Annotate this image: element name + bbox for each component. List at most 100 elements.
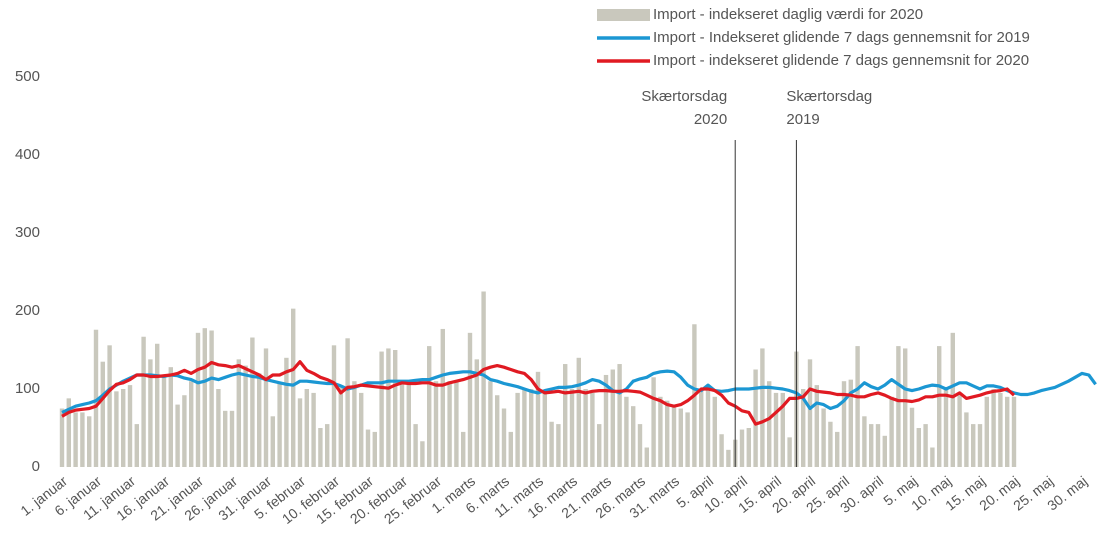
bar xyxy=(141,336,146,467)
annotation-text: 2020 xyxy=(694,111,727,128)
bar xyxy=(481,291,486,467)
bar xyxy=(957,392,962,467)
bar xyxy=(155,343,160,467)
bar xyxy=(801,389,806,467)
legend-swatch xyxy=(597,9,650,21)
bar xyxy=(998,392,1003,467)
bar xyxy=(549,421,554,467)
bar xyxy=(148,359,153,467)
bar xyxy=(651,377,656,467)
bar xyxy=(59,408,65,467)
legend-label: Import - indekseret glidende 7 dags genn… xyxy=(653,52,1029,69)
bar xyxy=(393,350,398,467)
bar xyxy=(631,406,636,467)
bar xyxy=(665,400,670,467)
bar xyxy=(80,412,85,467)
bar xyxy=(161,377,167,467)
bar xyxy=(753,369,758,467)
bar xyxy=(338,385,343,467)
bar xyxy=(100,361,105,467)
bar xyxy=(134,424,139,467)
bar xyxy=(454,381,459,467)
bar xyxy=(474,359,479,467)
bar xyxy=(257,373,262,467)
bar xyxy=(114,391,119,467)
bar xyxy=(297,398,303,467)
bar xyxy=(610,369,615,467)
bar xyxy=(168,367,173,467)
bar xyxy=(637,424,643,467)
bar xyxy=(372,431,377,467)
annotation-text: Skærtorsdag xyxy=(786,88,872,105)
bar xyxy=(263,348,269,467)
line xyxy=(61,369,1097,414)
bar xyxy=(869,424,874,467)
bar xyxy=(467,332,473,467)
bar xyxy=(875,424,881,467)
bar xyxy=(508,431,513,467)
bar xyxy=(848,379,853,467)
bar xyxy=(889,396,894,467)
y-tick-label: 400 xyxy=(15,146,40,163)
bar xyxy=(835,431,840,467)
bar xyxy=(773,392,779,467)
bar xyxy=(386,348,391,467)
bar xyxy=(705,385,711,467)
bar xyxy=(726,449,731,467)
bar xyxy=(515,392,520,467)
bar xyxy=(563,364,568,467)
bar xyxy=(311,392,316,467)
bar xyxy=(331,345,337,467)
bar xyxy=(420,441,425,467)
bar xyxy=(182,395,187,467)
bar xyxy=(488,381,493,467)
bar xyxy=(658,396,663,467)
legend-label: Import - indekseret daglig værdi for 202… xyxy=(653,6,923,23)
line xyxy=(61,360,1016,426)
bar xyxy=(780,392,785,467)
y-tick-label: 100 xyxy=(15,380,40,397)
bar xyxy=(413,424,418,467)
bar xyxy=(964,412,969,467)
bar xyxy=(447,381,452,467)
bar xyxy=(882,435,887,467)
bar xyxy=(916,428,921,467)
bar xyxy=(461,431,466,467)
bar xyxy=(787,437,792,467)
bar xyxy=(427,346,432,467)
bar xyxy=(318,428,323,467)
y-tick-label: 200 xyxy=(15,302,40,319)
bar xyxy=(977,424,983,467)
bar xyxy=(352,381,357,467)
bar xyxy=(644,447,649,467)
bar xyxy=(535,371,541,467)
bar xyxy=(236,359,241,467)
bar xyxy=(855,346,860,467)
bar xyxy=(121,389,126,467)
bar xyxy=(107,345,112,467)
bar xyxy=(223,410,228,467)
bar xyxy=(950,332,955,467)
bar xyxy=(943,389,949,467)
bar xyxy=(821,408,826,467)
bar xyxy=(277,382,282,467)
bar xyxy=(495,395,500,467)
bar xyxy=(284,357,289,467)
bar xyxy=(556,424,561,467)
bar xyxy=(189,381,194,467)
bar xyxy=(984,396,989,467)
bar xyxy=(522,389,527,467)
bar xyxy=(304,389,309,467)
bar xyxy=(365,429,371,467)
bar xyxy=(359,392,364,467)
bar xyxy=(195,332,201,467)
bar xyxy=(93,329,99,467)
bar xyxy=(202,328,207,467)
bar xyxy=(73,412,78,467)
y-tick-label: 0 xyxy=(32,458,40,475)
bar xyxy=(767,381,772,467)
bar xyxy=(440,328,445,467)
bar xyxy=(685,412,690,467)
bar xyxy=(209,330,214,467)
